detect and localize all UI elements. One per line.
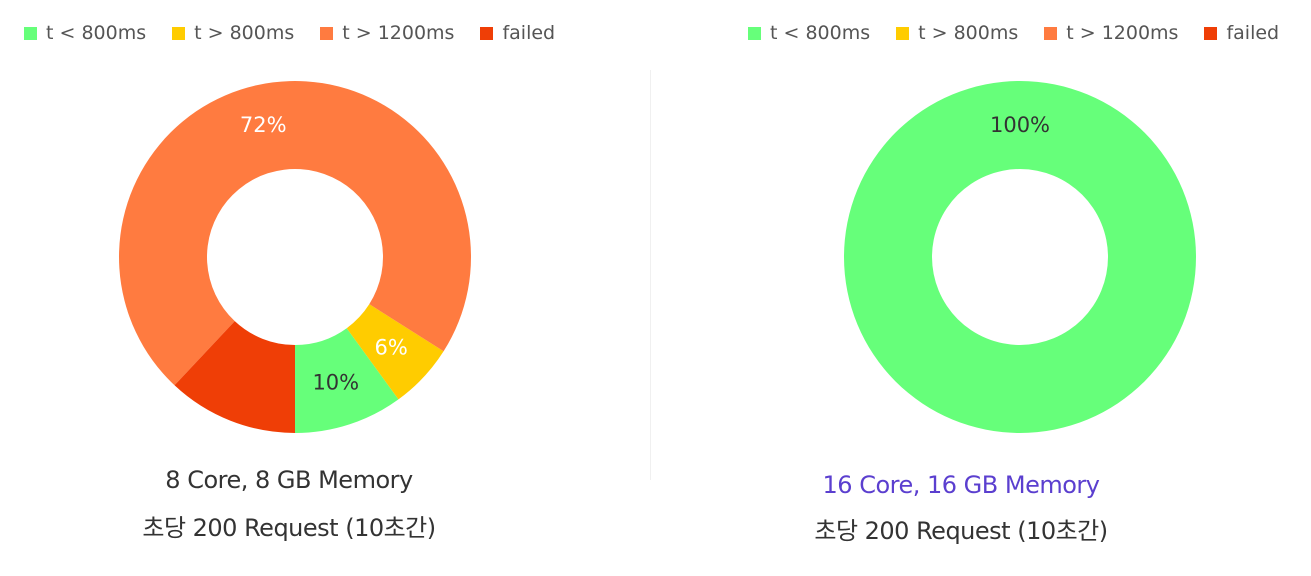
chart-panel-right: t < 800ms t > 800ms t > 1200ms failed 10… <box>651 0 1311 576</box>
legend-label: t > 1200ms <box>342 22 455 44</box>
legend-swatch-icon <box>172 26 186 40</box>
legend-label: t > 1200ms <box>1066 22 1179 44</box>
data-label-t-800ms: 6% <box>375 335 408 359</box>
legend-label: t < 800ms <box>770 22 871 44</box>
chart-caption-spec: 8 Core, 8 GB Memory <box>165 466 413 494</box>
legend-label: t > 800ms <box>918 22 1019 44</box>
legend: t < 800ms t > 800ms t > 1200ms failed <box>748 22 1279 44</box>
legend-item-t-lt-800[interactable]: t < 800ms <box>748 22 870 44</box>
legend-swatch-icon <box>748 26 761 40</box>
donut-chart: 100% <box>844 81 1196 433</box>
legend-label: failed <box>1226 22 1280 44</box>
donut-slice-t-800ms[interactable] <box>844 81 1196 433</box>
legend-swatch-icon <box>1204 26 1218 40</box>
panel-divider <box>650 70 651 480</box>
legend-swatch-icon <box>320 26 334 40</box>
chart-caption-load: 초당 200 Request (10초간) <box>814 517 1108 545</box>
legend-swatch-icon <box>896 26 910 40</box>
chart-panel-left: t < 800ms t > 800ms t > 1200ms failed 10… <box>0 0 650 576</box>
legend-label: failed <box>502 22 556 44</box>
legend-item-t-lt-800[interactable]: t < 800ms <box>24 22 146 44</box>
legend-item-failed[interactable]: failed <box>480 22 555 44</box>
donut-slice-failed[interactable] <box>174 321 295 433</box>
legend-label: t < 800ms <box>46 22 147 44</box>
legend-swatch-icon <box>1044 26 1058 40</box>
chart-caption-load: 초당 200 Request (10초간) <box>142 514 436 542</box>
legend-swatch-icon <box>24 26 37 40</box>
donut-slice-t-1200ms[interactable] <box>118 81 471 386</box>
legend: t < 800ms t > 800ms t > 1200ms failed <box>24 22 555 44</box>
legend-item-t-gt-1200[interactable]: t > 1200ms <box>320 22 454 44</box>
donut-chart: 10% 6% 72% <box>118 81 471 433</box>
legend-label: t > 800ms <box>194 22 295 44</box>
data-label-t-1200ms: 72% <box>240 113 287 137</box>
chart-caption-spec: 16 Core, 16 GB Memory <box>822 471 1100 499</box>
legend-item-t-gt-800[interactable]: t > 800ms <box>896 22 1018 44</box>
legend-swatch-icon <box>480 26 494 40</box>
donut-slice-t-800ms[interactable] <box>346 304 444 400</box>
data-label-t-800ms: 100% <box>990 113 1050 137</box>
legend-item-t-gt-1200[interactable]: t > 1200ms <box>1044 22 1178 44</box>
donut-slice-t-800ms[interactable] <box>295 328 399 433</box>
legend-item-failed[interactable]: failed <box>1204 22 1279 44</box>
legend-item-t-gt-800[interactable]: t > 800ms <box>172 22 294 44</box>
data-label-t-800ms: 10% <box>312 371 359 395</box>
